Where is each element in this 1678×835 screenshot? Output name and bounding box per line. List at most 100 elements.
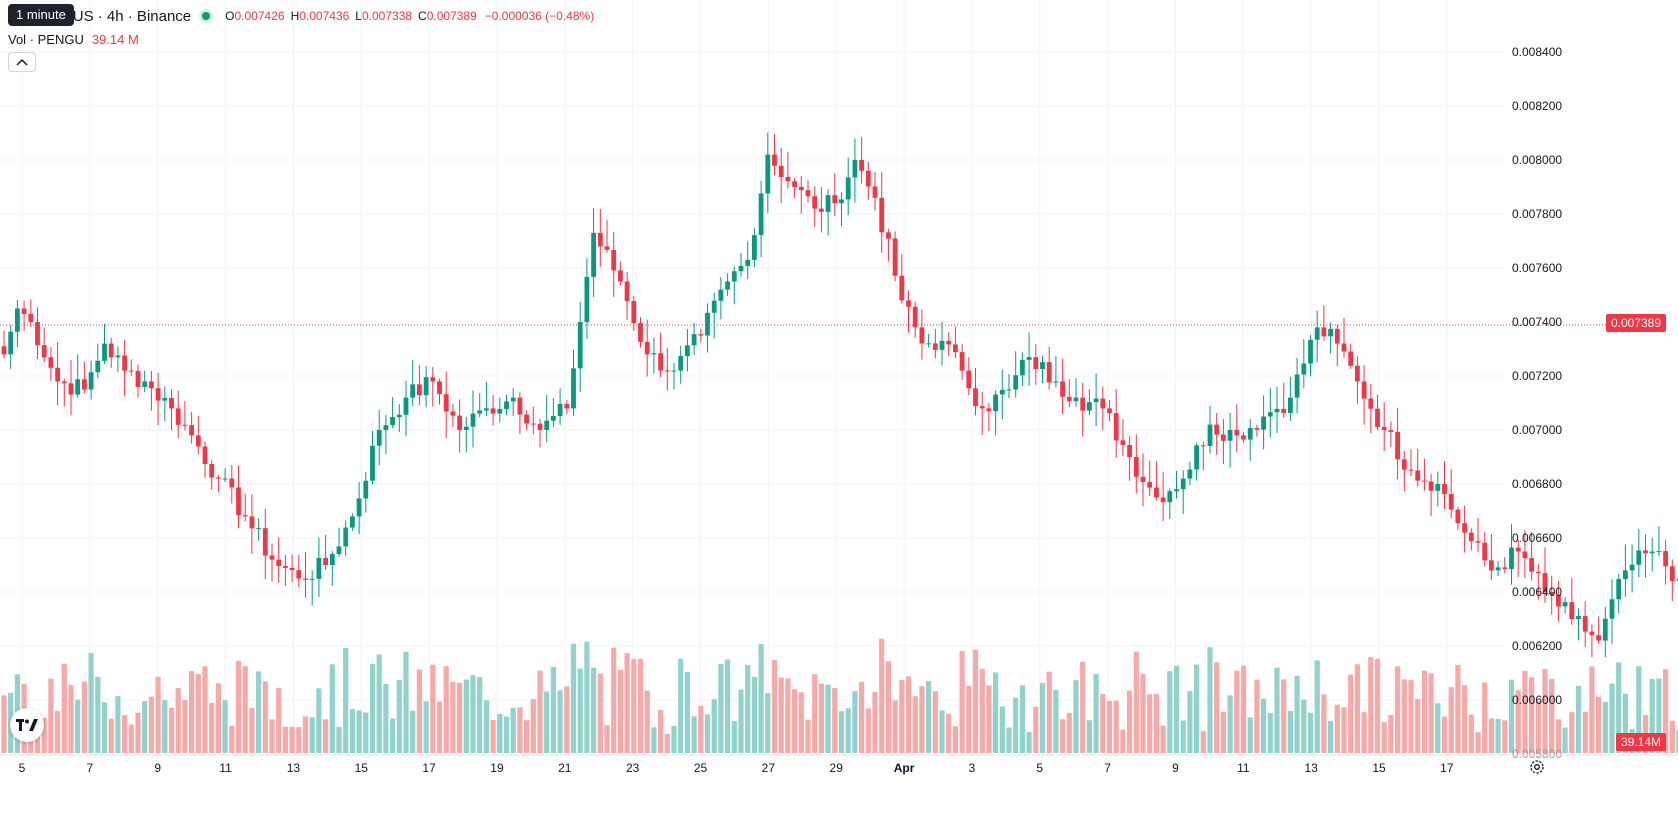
time-tick-label: 11: [219, 761, 232, 775]
low-key: L: [355, 9, 362, 23]
candle-body: [1542, 573, 1548, 592]
volume-bar: [128, 724, 134, 753]
candle-body: [15, 308, 20, 332]
volume-bar: [1167, 671, 1173, 753]
volume-bar: [1636, 666, 1642, 753]
volume-bar: [644, 690, 650, 753]
candle-body: [725, 281, 730, 290]
candle-body: [1435, 484, 1441, 491]
low-value: 0.007338: [361, 9, 413, 23]
gear-icon[interactable]: [1528, 758, 1546, 776]
candle-body: [959, 352, 965, 371]
volume-bar: [135, 712, 141, 753]
open-value: 0.007426: [234, 9, 285, 23]
candle-body: [1375, 408, 1380, 427]
candle-body: [1046, 362, 1052, 383]
candle-body: [108, 343, 114, 358]
candle-body: [182, 424, 188, 426]
candle-body: [1509, 547, 1514, 570]
candle-body: [175, 408, 181, 425]
volume-bar: [1368, 657, 1374, 753]
volume-bar: [939, 710, 945, 753]
volume-bar: [296, 727, 302, 753]
candle-body: [1341, 343, 1347, 352]
candle-body: [1535, 571, 1541, 574]
candle-body: [953, 344, 958, 353]
candle-body: [48, 357, 54, 368]
volume-label[interactable]: Vol · PENGU: [8, 31, 84, 47]
volume-bar: [95, 676, 101, 753]
market-status-icon[interactable]: [199, 9, 214, 23]
candle-body: [524, 414, 529, 424]
volume-bar: [718, 663, 724, 753]
volume-bar: [202, 666, 208, 753]
volume-bar: [1354, 664, 1360, 753]
candle-body: [1529, 558, 1534, 572]
candle-body: [195, 435, 201, 447]
time-tick-label: 7: [1104, 761, 1111, 775]
time-tick-label: 5: [19, 761, 26, 775]
candle-body: [363, 480, 369, 499]
volume-bar: [343, 648, 349, 753]
candle-body: [1656, 551, 1662, 553]
candle-body: [1401, 459, 1407, 470]
volume-bar: [88, 653, 94, 753]
volume-bar: [423, 701, 429, 753]
candle-body: [597, 232, 603, 247]
candle-body: [383, 425, 389, 430]
tradingview-logo-icon[interactable]: [10, 708, 44, 742]
volume-bar: [885, 661, 891, 753]
candle-body: [1495, 567, 1501, 571]
volume-bar: [1462, 685, 1468, 753]
volume-bar: [1314, 660, 1320, 753]
volume-bar: [557, 690, 563, 753]
candle-body: [55, 367, 60, 382]
volume-bar: [1187, 691, 1193, 753]
price-axis[interactable]: 0.008400 0.008200 0.008000 0.007800 0.007600…: [1512, 45, 1562, 761]
volume-bar: [81, 681, 87, 753]
candle-body: [584, 276, 590, 322]
volume-bar: [651, 727, 657, 753]
volume-bar: [383, 683, 389, 753]
high-key: H: [290, 9, 300, 23]
volume-bar: [470, 675, 476, 753]
volume-bar: [778, 677, 784, 753]
candle-body: [1562, 602, 1568, 607]
candle-body: [41, 345, 47, 358]
candle-body: [1609, 599, 1615, 619]
candle-body: [979, 406, 985, 409]
candle-body: [1180, 478, 1186, 490]
volume-bar: [376, 654, 382, 753]
collapse-legend-button[interactable]: [8, 52, 36, 72]
volume-bar: [1448, 687, 1454, 753]
price-tick-label-cut: 0.005800: [1512, 747, 1562, 761]
volume-bar: [1669, 720, 1675, 753]
candle-body: [1428, 481, 1434, 491]
volume-bar: [1160, 725, 1166, 753]
price-tick-label: 0.008400: [1512, 45, 1562, 59]
candle-body: [1314, 327, 1320, 340]
volume-bar: [678, 658, 684, 753]
candle-body: [155, 388, 161, 401]
candle-body: [1623, 570, 1628, 579]
time-axis[interactable]: 5 7 9 11 13 15 17 19 21 23 25 27 29 Apr 3 5 7 9 11 13 15 17: [0, 754, 1678, 775]
time-tick-label: Apr: [894, 761, 915, 775]
candle-body: [1013, 375, 1019, 390]
candle-body: [430, 377, 436, 382]
candle-body: [1388, 430, 1394, 432]
volume-bar: [215, 683, 221, 753]
volume-bar: [1395, 666, 1401, 753]
time-tick-label: 9: [1172, 761, 1179, 775]
candle-body: [1462, 523, 1467, 533]
candle-body: [88, 372, 94, 390]
volume-bar: [845, 708, 851, 753]
volume-bar: [1086, 720, 1092, 753]
time-tick-label: 13: [1304, 761, 1318, 775]
volume-bar: [825, 684, 831, 753]
volume-bar: [1508, 679, 1515, 753]
candle-body: [470, 413, 476, 427]
time-tick-label: 15: [1372, 761, 1386, 775]
volume-bar: [604, 725, 610, 753]
high-value: 0.007436: [299, 9, 350, 23]
